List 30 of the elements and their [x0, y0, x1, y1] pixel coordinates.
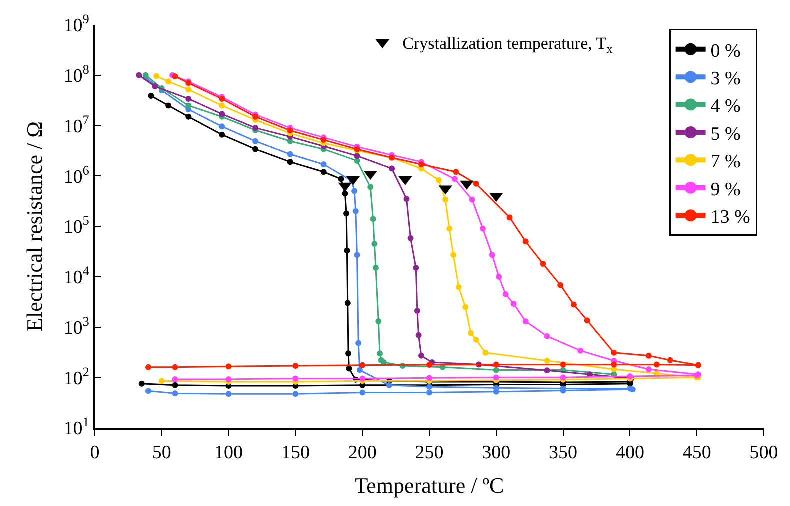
legend-label: 5 %	[710, 124, 742, 145]
x-tick-label: 0	[90, 442, 100, 464]
x-tick-label: 200	[348, 442, 377, 464]
legend-label: 7 %	[710, 152, 742, 173]
x-tick-label: 50	[152, 442, 172, 464]
legend-label: Crystallization temperature, T$_{x}$	[402, 34, 613, 56]
x-tick-label: 400	[616, 442, 644, 464]
x-tick-label: 500	[750, 442, 778, 464]
y-tick-label: 10$^{7}$	[64, 112, 90, 138]
x-tick-label: 350	[549, 442, 578, 464]
legend-label: 0 %	[710, 40, 742, 62]
y-tick-label: 10$^{6}$	[64, 162, 90, 188]
y-tick-label: 10$^{9}$	[64, 12, 90, 37]
y-tick-label: 10$^{5}$	[64, 213, 90, 238]
x-tick-label: 250	[415, 442, 444, 464]
legend-label: 9 %	[710, 179, 742, 200]
x-tick-label: 450	[682, 442, 712, 464]
x-tick-label: 300	[482, 442, 511, 464]
y-tick-label: 10$^{4}$	[64, 264, 90, 289]
y-tick-label: 10$^{1}$	[64, 414, 90, 440]
y-tick-label: 10$^{8}$	[64, 62, 90, 88]
legend-label: 4 %	[710, 96, 742, 118]
x-tick-label: 100	[214, 442, 244, 464]
y-tick-label: 10$^{2}$	[64, 364, 90, 390]
legend-label: 3 %	[710, 68, 742, 90]
y-tick-label: 10$^{3}$	[64, 314, 90, 339]
x-axis-title: Temperature / ºC	[354, 472, 504, 498]
y-axis-title: Electrical resistance / Ω	[22, 122, 48, 332]
x-tick-label: 150	[281, 442, 310, 464]
legend-label: 13 %	[710, 206, 751, 228]
